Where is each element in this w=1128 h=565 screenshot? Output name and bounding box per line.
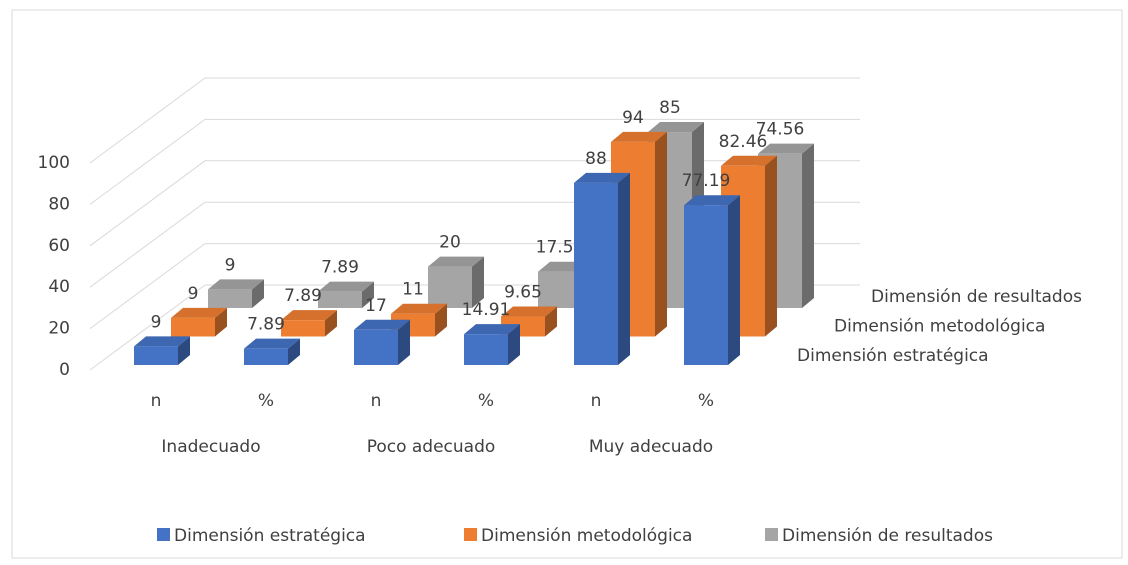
bar-side [802,143,814,308]
bar-side [508,324,520,365]
bar-top [281,310,337,321]
y-tick-label: 80 [48,194,70,214]
bar-top [758,143,814,154]
bar-top [208,279,264,290]
bar [171,317,215,337]
legend-swatch [765,528,778,541]
legend-swatch [464,528,477,541]
bar-top [428,256,484,267]
bar-top [464,324,520,335]
bar [574,182,618,365]
data-label: 7.89 [321,258,359,278]
legend-swatch [157,528,170,541]
data-label: 77.19 [682,171,731,191]
bar-side [435,303,447,337]
bar-side [655,131,667,337]
bar [684,205,728,365]
bar [354,329,398,365]
legend-label: Dimensión estratégica [174,526,366,546]
data-label: 14.91 [462,300,511,320]
bar-side [362,281,374,308]
data-label: 7.89 [247,315,285,335]
data-label: 17 [365,296,387,316]
data-label: 85 [659,98,681,118]
bar-side [178,336,190,365]
group-label: Poco adecuado [367,437,496,457]
bar-side [765,155,777,337]
x-tick-label: n [591,391,602,411]
bar-side [398,319,410,365]
y-tick-label: 100 [38,153,70,173]
data-label: 9.65 [504,283,542,303]
bar-top [611,131,667,142]
y-tick-label: 0 [59,360,70,380]
bar-top [648,122,704,133]
data-label: 94 [622,108,644,128]
group-label: Muy adecuado [589,437,713,457]
bar [281,320,325,337]
x-tick-label: % [258,391,274,411]
bar-top [501,306,557,317]
grid-line [89,118,860,205]
bar [318,291,362,308]
x-tick-label: n [371,391,382,411]
grid-line [89,77,860,164]
bar-top [574,172,630,183]
bar-side [728,195,740,365]
bar [428,266,472,308]
bar-side [215,307,227,337]
bar-top [171,307,227,318]
bar-side [325,310,337,337]
bar-side [545,306,557,337]
data-label: 11 [402,280,424,300]
bar-top [354,319,410,330]
y-tick-label: 40 [48,277,70,297]
bar-top [134,336,190,347]
bar [134,346,178,365]
bar-top [684,195,740,206]
y-tick-label: 60 [48,236,70,256]
depth-label: Dimensión estratégica [797,346,989,366]
data-label: 74.56 [756,120,805,140]
bar [464,334,508,365]
bar-side [288,338,300,365]
bar-top [391,303,447,314]
depth-label: Dimensión de resultados [871,287,1082,307]
x-tick-label: % [478,391,494,411]
data-label: 9 [151,312,162,332]
depth-label: Dimensión metodológica [834,317,1045,337]
bar-side [252,279,264,308]
bar [208,289,252,308]
bar-top [721,155,777,166]
y-tick-label: 20 [48,319,70,339]
legend-label: Dimensión de resultados [782,526,993,546]
data-label: 88 [585,149,607,169]
x-tick-label: n [151,391,162,411]
data-label: 17.54 [536,238,585,258]
data-label: 20 [439,233,461,253]
x-tick-label: % [698,391,714,411]
data-label: 82.46 [719,132,768,152]
bar [244,348,288,365]
bar-top [318,281,374,292]
data-label: 9 [188,284,199,304]
data-label: 9 [225,255,236,275]
data-label: 7.89 [284,286,322,306]
legend-label: Dimensión metodológica [481,526,692,546]
bar-side [618,172,630,365]
bar-side [472,256,484,308]
bar-top [244,338,300,349]
group-label: Inadecuado [161,437,260,457]
